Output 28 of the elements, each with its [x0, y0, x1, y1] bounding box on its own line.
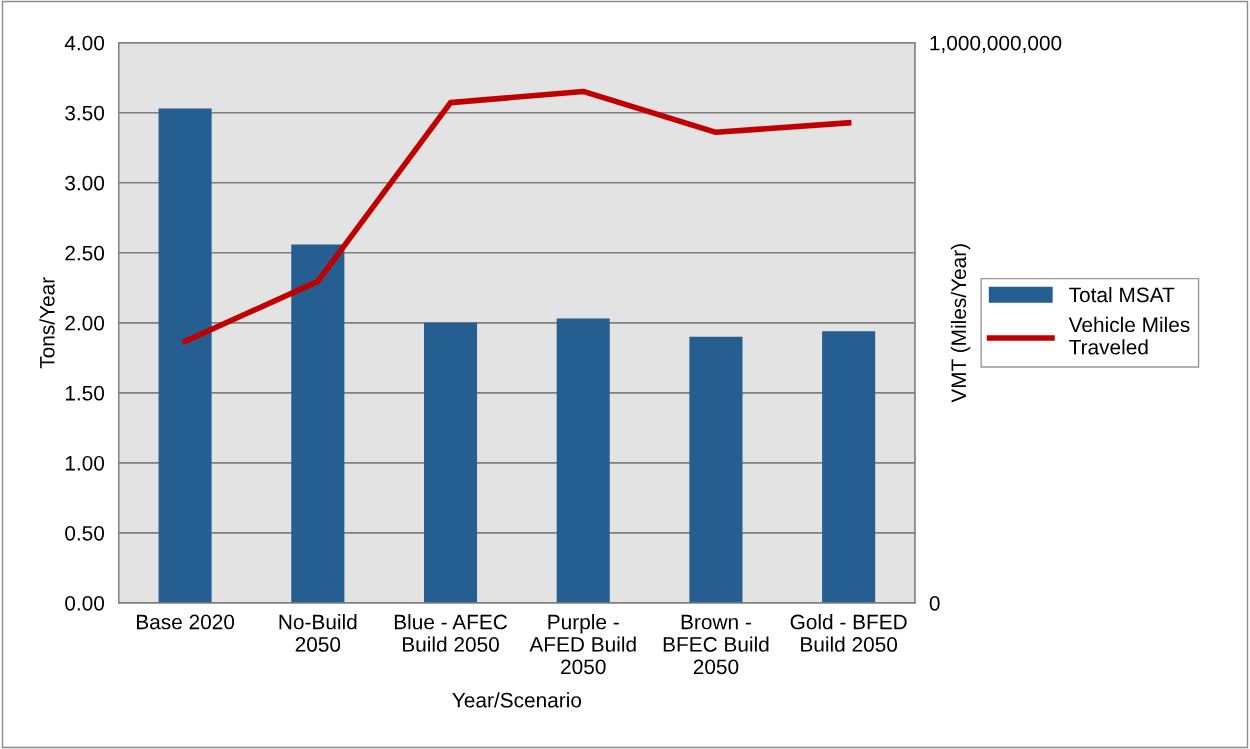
- legend-label: Total MSAT: [1069, 286, 1175, 303]
- legend-label: Vehicle Miles Traveled: [1068, 316, 1190, 355]
- bar: [822, 331, 876, 603]
- y-tick-label: 3.00: [65, 175, 105, 191]
- x-tick-label: Gold - BFED Build 2050: [790, 614, 907, 652]
- bar: [556, 318, 610, 603]
- y-tick-label: 1.50: [65, 385, 105, 401]
- x-tick-label: Brown - BFEC Build 2050: [663, 614, 769, 675]
- y-tick-label: 4.00: [64, 35, 105, 51]
- x-tick-label: Purple - AFED Build 2050: [529, 614, 636, 675]
- y-axis-title: Tons/Year: [39, 277, 55, 369]
- x-axis-title: Year/Scenario: [452, 692, 582, 708]
- y-tick-label: 2.50: [65, 245, 105, 261]
- y2-tick-label: 0: [929, 595, 940, 611]
- bar: [689, 336, 743, 603]
- y-tick-label: 1.00: [65, 455, 105, 471]
- x-tick-label: No-Build 2050: [279, 614, 357, 652]
- bar: [291, 244, 345, 603]
- x-tick-label: Base 2020: [137, 614, 235, 630]
- y-tick-label: 2.00: [65, 315, 105, 331]
- y-tick-label: 0.50: [65, 525, 105, 541]
- y-tick-label: 3.50: [65, 105, 105, 121]
- y2-tick-label: 1,000,000,000: [930, 35, 1062, 53]
- x-tick-label: Blue - AFEC Build 2050: [394, 614, 508, 652]
- bar: [158, 108, 212, 603]
- bar: [423, 322, 478, 603]
- y-tick-label: 0.00: [65, 595, 105, 611]
- y2-axis-title: VMT (Miles/Year): [950, 244, 971, 403]
